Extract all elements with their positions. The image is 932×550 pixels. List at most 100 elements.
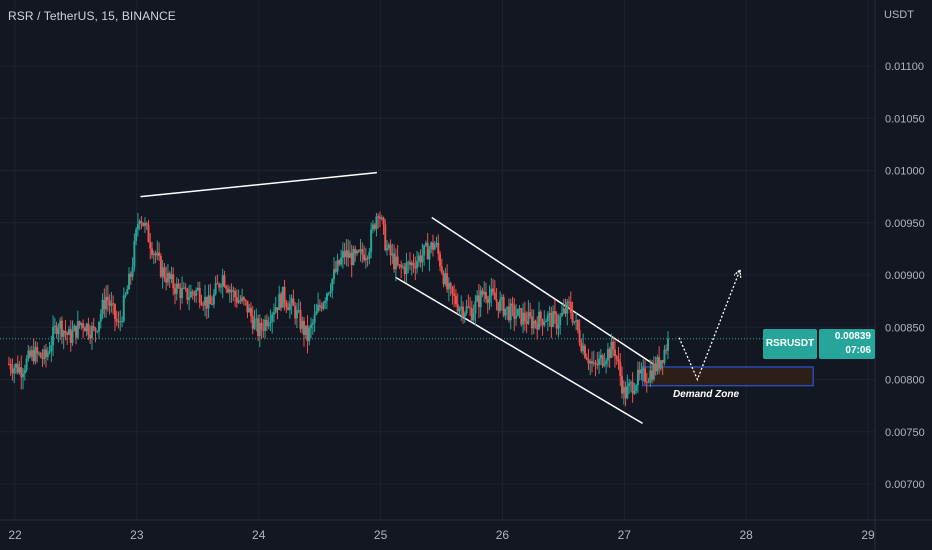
candle-body [536, 323, 539, 330]
y-tick-label: 0.00900 [885, 270, 925, 282]
candle-body [158, 252, 161, 256]
candle-body [184, 287, 187, 289]
candle-body [288, 303, 291, 310]
candle-body [75, 325, 78, 338]
candle-body [255, 318, 258, 320]
candle-body [583, 345, 586, 358]
candle-body [545, 321, 548, 323]
candle-body [426, 242, 429, 260]
candle-body [364, 257, 367, 261]
candle-body [490, 288, 493, 296]
y-tick-label: 0.00750 [885, 427, 925, 439]
candle-body [25, 358, 28, 371]
candle-body [416, 261, 419, 269]
candle-body [207, 295, 210, 309]
candle-body [96, 331, 99, 333]
candle-body [98, 321, 101, 332]
candle-body [483, 292, 486, 295]
candle-body [92, 326, 95, 328]
candle-body [644, 368, 647, 382]
candle-body [598, 358, 601, 366]
candle-body [283, 286, 286, 303]
candle-body [113, 304, 116, 319]
candle-body [14, 363, 17, 368]
candle-body [311, 322, 314, 325]
candle-body [143, 222, 146, 226]
candle-body [530, 316, 533, 329]
price-axis: 0.01100 0.01050 0.01000 0.00950 0.00900 0.008… [874, 0, 925, 550]
candle-body [403, 266, 406, 275]
candle-body [22, 373, 25, 378]
candle-body [211, 304, 214, 306]
candle-body [350, 252, 353, 265]
candle-body [131, 266, 134, 277]
candle-body [612, 341, 615, 350]
candle-body [460, 306, 463, 309]
candle-body [608, 349, 611, 359]
candle-body [599, 355, 602, 359]
candle-body [246, 300, 249, 313]
x-tick-label: 28 [739, 528, 753, 542]
candle-body [550, 312, 553, 327]
candle-body [278, 293, 281, 311]
candle-body [341, 251, 344, 258]
candlestick-series [7, 211, 669, 407]
candle-body [248, 307, 251, 313]
candle-body [537, 311, 540, 330]
candle-body [27, 350, 30, 359]
candle-body [334, 269, 337, 272]
candle-body [234, 290, 237, 298]
candle-body [373, 224, 376, 230]
candle-body [41, 357, 44, 359]
upper-trend-line [140, 171, 377, 198]
candle-body [228, 289, 231, 293]
candle-body [651, 370, 654, 380]
candle-body [366, 257, 369, 259]
candle-body [294, 306, 297, 319]
candle-body [36, 347, 39, 354]
candle-body [287, 307, 290, 310]
candle-body [345, 250, 348, 258]
candle-body [80, 323, 83, 326]
price-tag-countdown: 07:06 [845, 345, 871, 356]
candle-body [214, 283, 217, 294]
candle-body [431, 242, 434, 250]
candle-body [647, 381, 650, 383]
candle-body [338, 260, 341, 265]
candle-body [34, 347, 37, 362]
candle-body [424, 242, 427, 246]
candle-body [568, 301, 571, 303]
candle-body [126, 289, 129, 295]
y-tick-label: 0.00950 [885, 218, 925, 230]
candle-body [267, 323, 270, 327]
candle-body [260, 322, 263, 330]
candle-body [659, 360, 662, 369]
candle-body [191, 291, 194, 294]
candle-body [198, 287, 201, 303]
candle-body [470, 308, 473, 321]
x-tick-label: 29 [861, 528, 875, 542]
candle-body [239, 300, 242, 302]
axis-unit-label: USDT [884, 9, 914, 21]
candle-body [571, 312, 574, 323]
candle-body [105, 296, 108, 310]
projection-arrowhead [733, 268, 742, 278]
candle-body [580, 342, 583, 352]
y-tick-label: 0.01050 [885, 113, 925, 125]
candle-body [610, 341, 613, 359]
chart-drawings [0, 171, 875, 425]
candle-body [371, 224, 374, 230]
candle-body [73, 325, 76, 332]
candle-body [269, 321, 272, 324]
candle-body [601, 355, 604, 366]
candle-body [377, 216, 380, 218]
candle-body [64, 330, 67, 333]
candle-body [645, 381, 648, 383]
candle-body [435, 242, 438, 245]
candle-body [343, 251, 346, 258]
candle-body [658, 357, 661, 369]
candle-body [295, 310, 298, 319]
candle-body [348, 252, 351, 258]
candle-body [195, 290, 198, 296]
